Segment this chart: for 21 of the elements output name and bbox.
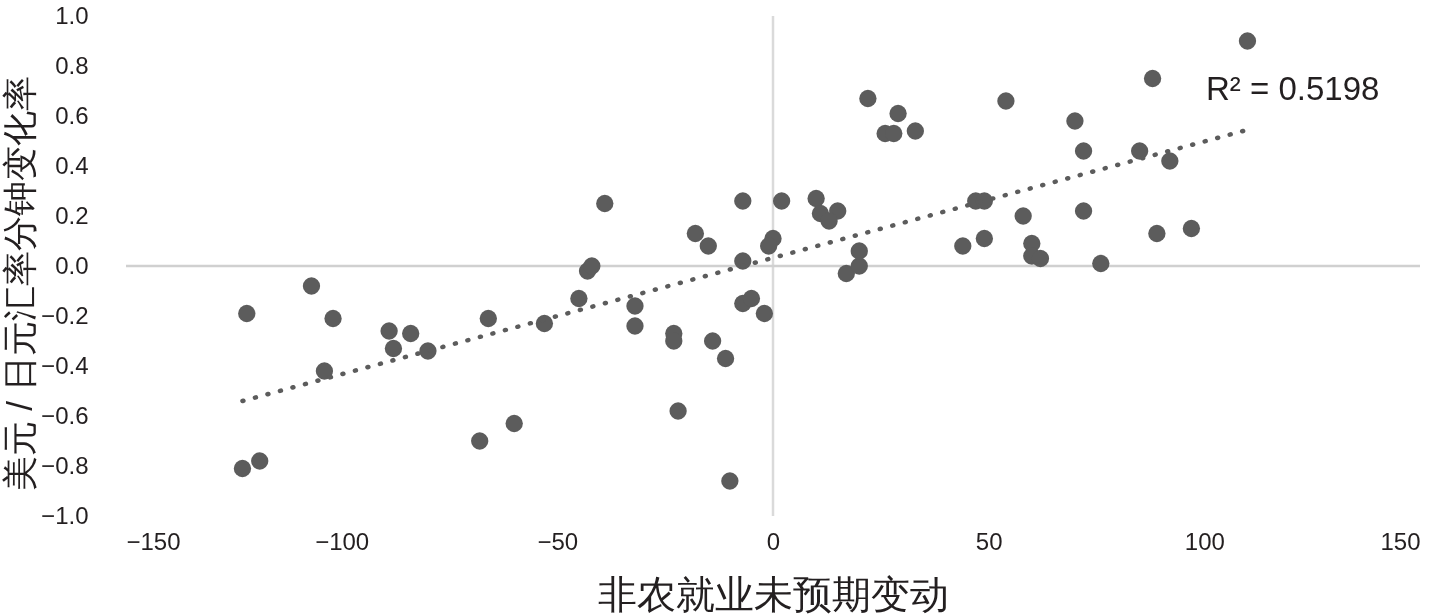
annotation: R² = 0.5198 [1206,70,1380,107]
x-tick-label: −150 [126,527,181,555]
y-axis-title: 美元 / 日元汇率分钟变化率 [0,76,40,491]
y-tick-label: 1.0 [55,1,89,29]
x-tick-label: −100 [315,527,370,555]
x-axis-title: 非农就业未预期变动 [598,572,949,616]
y-tick-label: 0.6 [55,101,89,129]
y-tick-label: 0.4 [55,151,89,179]
y-tick-label: −0.4 [41,351,89,379]
y-tick-label: 0.2 [55,201,89,229]
x-tick-label: −50 [537,527,579,555]
y-tick-label: −1.0 [41,501,89,529]
y-tick-label: −0.6 [41,401,89,429]
x-tick-label: 100 [1184,527,1225,555]
y-tick-label: 0.0 [55,251,89,279]
x-tick-label: 50 [975,527,1003,555]
x-tick-label: 150 [1380,527,1421,555]
x-tick-label: 0 [766,527,781,555]
y-tick-label: −0.2 [41,301,89,329]
y-tick-label: −0.8 [41,451,89,479]
y-tick-label: 0.8 [55,51,89,79]
